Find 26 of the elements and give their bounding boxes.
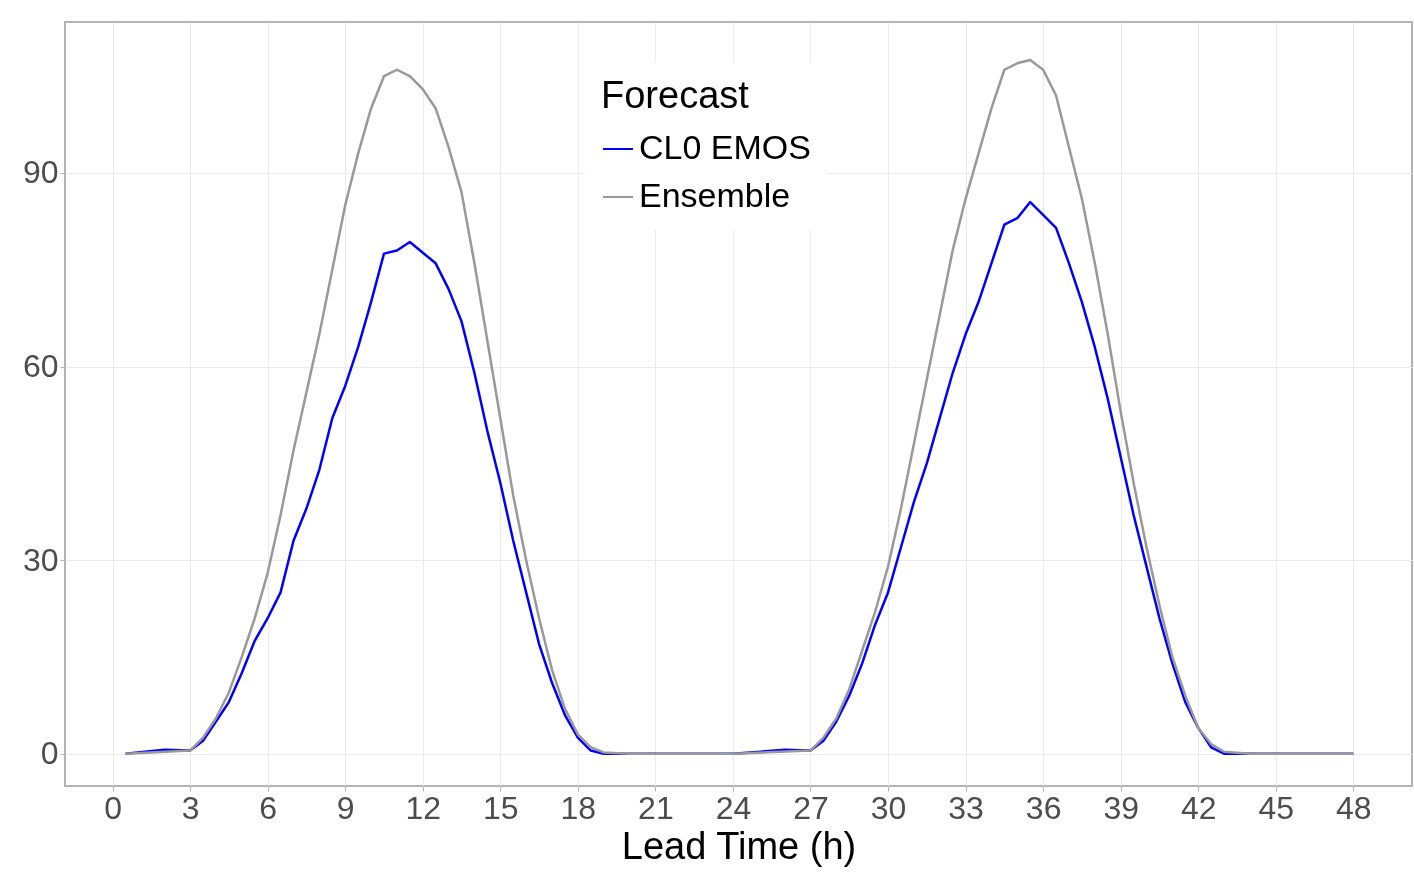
x-tick-label: 0 <box>104 789 122 826</box>
y-tick-label: 0 <box>40 735 59 772</box>
x-tick-label: 36 <box>1025 789 1062 826</box>
x-tick-label: 18 <box>560 789 597 826</box>
x-tick-label: 33 <box>948 789 984 826</box>
y-tick-label: 60 <box>22 348 59 385</box>
line-series <box>124 58 1355 755</box>
legend-label: Ensemble <box>639 176 791 214</box>
x-tick-label: 45 <box>1258 789 1295 826</box>
x-tick-label: 6 <box>259 789 278 826</box>
x-axis-title: Lead Time (h) <box>621 824 857 867</box>
x-tick-label: 15 <box>483 789 519 826</box>
x-tick-label: 42 <box>1180 789 1217 826</box>
legend-label: CL0 EMOS <box>639 128 811 166</box>
x-tick-label: 21 <box>638 789 674 826</box>
legend-title: Forecast <box>601 74 750 116</box>
x-tick-label: 3 <box>181 789 200 826</box>
x-tick-label: 27 <box>793 789 829 826</box>
x-tick-label: 48 <box>1336 789 1372 826</box>
x-tick-label: 12 <box>405 789 442 826</box>
x-tick-label: 24 <box>715 789 752 826</box>
x-tick-label: 9 <box>336 789 355 826</box>
x-tick-label: 39 <box>1103 789 1139 826</box>
x-tick-label: 30 <box>870 789 907 826</box>
y-tick-label: 30 <box>22 541 59 578</box>
y-tick-label: 90 <box>22 154 59 191</box>
